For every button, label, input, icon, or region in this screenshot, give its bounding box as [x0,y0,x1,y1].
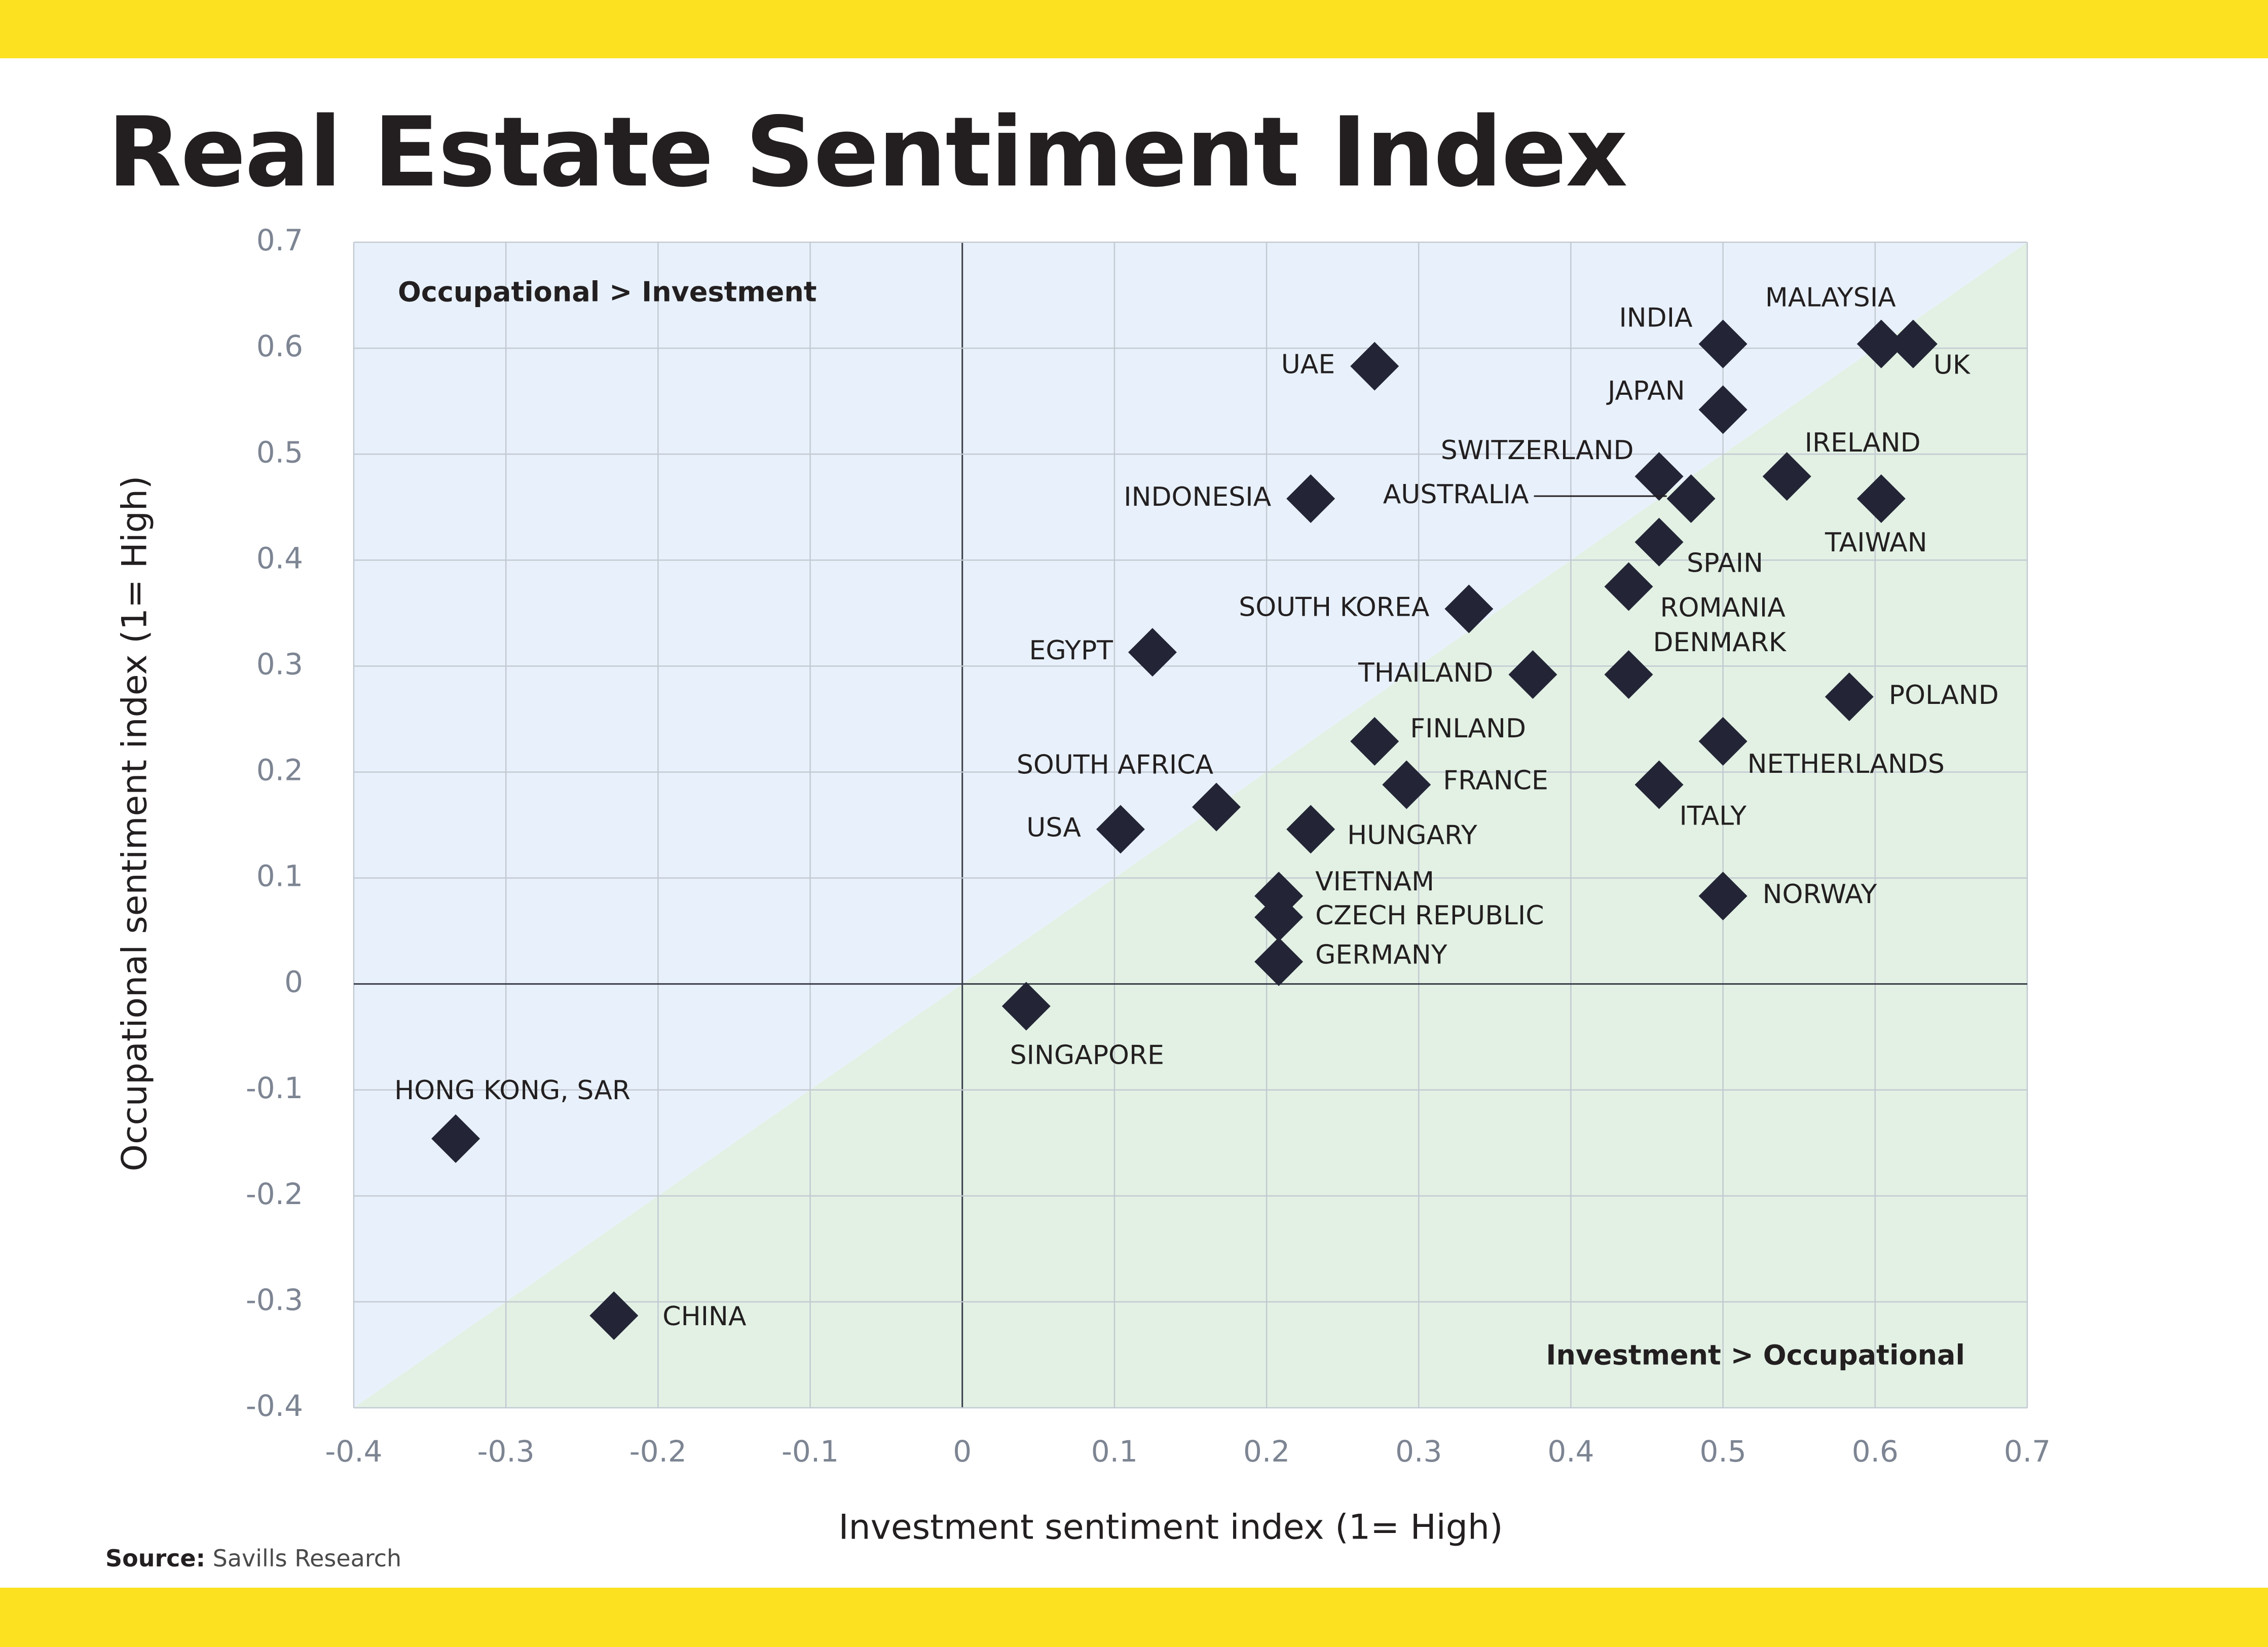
label-singapore: SINGAPORE [1010,1040,1164,1071]
label-uk: UK [1934,350,1971,381]
marker-hong-kong-sar [431,1114,480,1163]
y-tick-label: 0.2 [256,753,303,788]
investment-region [354,242,2027,1408]
y-tick-label: 0.7 [256,223,303,257]
marker-south-africa [1192,782,1241,832]
y-tick-label: -0.2 [246,1177,303,1211]
marker-taiwan [1856,474,1906,523]
x-tick-label: 0.3 [1395,1434,1442,1469]
top-accent-band [0,0,2268,58]
x-tick-label: -0.4 [325,1434,382,1469]
x-tick-label: -0.3 [477,1434,535,1469]
source-label: Source: [105,1545,206,1572]
label-south-africa: SOUTH AFRICA [1017,750,1214,780]
x-tick-label: 0.1 [1091,1434,1138,1469]
label-romania: ROMANIA [1660,593,1786,623]
label-thailand: THAILAND [1358,658,1493,688]
source-note: Source: Savills Research [105,1545,401,1572]
region-label-investment: Investment > Occupational [1546,1339,1965,1371]
marker-australia [1666,474,1716,523]
label-japan: JAPAN [1606,376,1685,406]
x-tick-label: 0 [953,1434,972,1469]
marker-usa [1096,805,1145,854]
marker-finland [1350,717,1399,766]
y-tick-label: -0.3 [246,1283,303,1317]
marker-uk [1888,319,1938,368]
label-china: CHINA [662,1301,747,1332]
label-uae: UAE [1281,350,1335,380]
marker-netherlands [1698,717,1748,766]
y-tick-label: -0.1 [246,1071,303,1105]
marker-malaysia [1856,319,1906,368]
label-hong-kong-sar: HONG KONG, SAR [394,1075,630,1106]
marker-india [1698,319,1748,368]
x-tick-label: -0.2 [629,1434,687,1469]
label-hungary: HUNGARY [1347,820,1477,850]
label-indonesia: INDONESIA [1124,482,1271,512]
marker-ireland [1762,452,1811,501]
marker-indonesia [1286,474,1335,523]
y-tick-label: 0.5 [256,435,303,469]
marker-egypt [1128,628,1177,677]
label-india: INDIA [1619,303,1693,333]
label-egypt: EGYPT [1029,635,1113,666]
label-usa: USA [1026,812,1081,843]
label-netherlands: NETHERLANDS [1748,749,1945,779]
y-tick-label: 0 [284,965,303,999]
marker-south-korea [1444,584,1494,633]
y-tick-label: 0.4 [256,541,303,575]
label-malaysia: MALAYSIA [1765,283,1896,313]
marker-denmark [1604,650,1653,699]
label-france: FRANCE [1443,766,1548,796]
label-czech-republic: CZECH REPUBLIC [1315,901,1544,931]
label-switzerland: SWITZERLAND [1441,435,1634,466]
chart-title: Real Estate Sentiment Index [107,96,1628,208]
marker-spain [1634,517,1684,567]
y-tick-label: -0.4 [246,1389,303,1423]
marker-poland [1825,672,1874,721]
marker-china [589,1291,639,1340]
y-tick-label: 0.3 [256,647,303,681]
marker-thailand [1508,650,1557,699]
x-tick-label: 0.4 [1547,1434,1594,1469]
x-tick-label: 0.7 [2004,1434,2051,1469]
x-tick-label: 0.5 [1700,1434,1746,1469]
y-axis-title: Occupational sentiment index (1= High) [115,476,155,1172]
label-spain: SPAIN [1687,548,1763,579]
label-ireland: IRELAND [1805,428,1921,458]
marker-germany [1254,937,1304,986]
label-germany: GERMANY [1315,940,1447,970]
label-denmark: DENMARK [1653,627,1787,658]
marker-singapore [1001,982,1051,1031]
x-tick-label: 0.2 [1243,1434,1290,1469]
marker-romania [1604,562,1653,611]
label-taiwan: TAIWAN [1825,528,1927,558]
marker-hungary [1286,805,1335,854]
source-text: Savills Research [212,1545,402,1572]
region-label-occupational: Occupational > Investment [398,276,817,308]
marker-uae [1350,342,1399,391]
label-south-korea: SOUTH KOREA [1239,592,1430,622]
y-tick-label: 0.6 [256,329,303,363]
bottom-accent-band [0,1588,2268,1647]
label-vietnam: VIETNAM [1315,867,1434,897]
marker-france [1382,760,1431,809]
marker-switzerland [1634,452,1684,501]
x-tick-label: 0.6 [1852,1434,1899,1469]
label-italy: ITALY [1680,801,1747,832]
x-axis-title: Investment sentiment index (1= High) [839,1508,1503,1548]
label-norway: NORWAY [1763,879,1877,910]
marker-czech-republic [1254,892,1304,942]
label-poland: POLAND [1889,680,1999,710]
marker-japan [1698,385,1748,434]
y-tick-label: 0.1 [256,859,303,893]
label-australia: AUSTRALIA [1383,479,1529,510]
marker-norway [1698,872,1748,921]
label-finland: FINLAND [1410,714,1526,744]
x-tick-label: -0.1 [782,1434,839,1469]
marker-italy [1634,760,1684,809]
